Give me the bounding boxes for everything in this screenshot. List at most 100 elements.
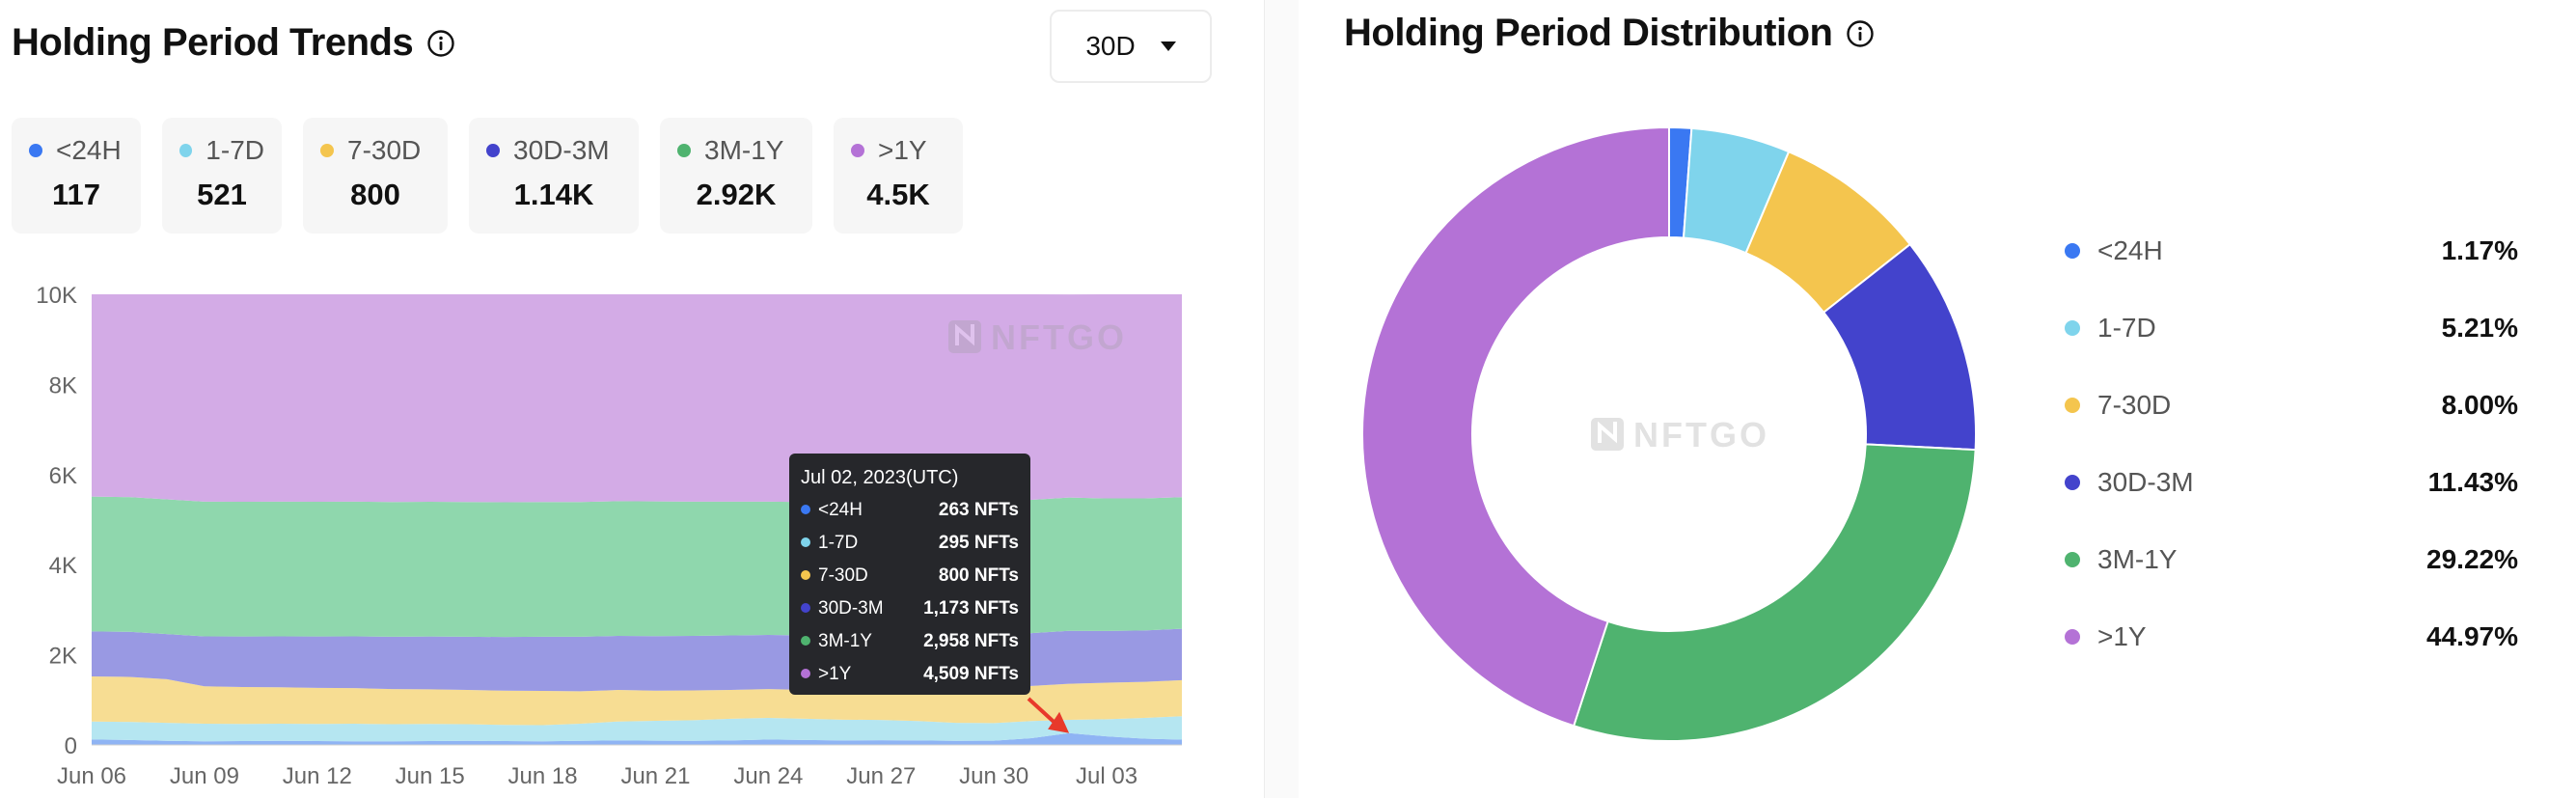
nftgo-watermark: NFTGO [1591,415,1769,454]
legend-item[interactable]: 1-7D 5.21% [2065,289,2518,367]
area-series-7-30D[interactable] [92,676,1182,726]
tooltip-row-label: >1Y [818,664,852,684]
x-tick-label: Jun 06 [57,763,126,789]
holding-period-area-chart[interactable]: 0 2K 4K 6K 8K 10K Jun 06 Jun 09 Jun 12 Jun 15 Jun … [0,261,1254,798]
donut-slice->1Y[interactable] [1361,125,1670,728]
tooltip-row-value: 2,958 NFTs [923,631,1019,651]
legend-label: 30D-3M [2097,467,2194,497]
panel-divider [1264,0,1299,798]
legend-dot-icon [851,144,864,157]
stat-value: 117 [51,178,100,211]
stat-card[interactable]: <24H 117 [12,118,141,234]
stat-label-text: >1Y [878,135,927,165]
legend-item[interactable]: 7-30D 8.00% [2065,367,2518,444]
stat-value: 2.92K [696,178,777,211]
distribution-title-row: Holding Period Distribution [1344,12,1875,55]
legend-dot-icon [2065,552,2080,567]
holding-period-donut-chart[interactable]: NFTGO [1298,96,2031,772]
legend-dot-icon [179,144,193,157]
tooltip-row-value: 4,509 NFTs [923,664,1019,684]
stat-label: 7-30D [320,135,430,166]
stat-card[interactable]: 1-7D 521 [162,118,282,234]
legend-percentage: 44.97% [2426,621,2518,651]
legend-dot-icon [677,144,691,157]
legend-label: 7-30D [2097,390,2172,420]
legend-item[interactable]: 3M-1Y 29.22% [2065,521,2518,598]
stat-label: 1-7D [179,135,264,166]
legend-dot-icon [2065,475,2080,490]
hover-arrow-icon [1027,697,1070,733]
trends-title-row: Holding Period Trends [12,21,455,65]
stat-cards: <24H 117 1-7D 521 7-30D 800 30D-3M 1.14K 3M-1Y 2.… [12,118,984,234]
stat-label-text: 3M-1Y [704,135,784,165]
x-tick-label: Jun 18 [508,763,578,789]
legend-percentage: 11.43% [2427,467,2518,497]
y-tick-label: 0 [65,733,77,759]
tooltip-row-value: 1,173 NFTs [923,598,1019,619]
stat-label-text: 7-30D [347,135,422,165]
stat-label: 30D-3M [486,135,621,166]
stat-label: <24H [29,135,123,166]
legend-item[interactable]: 30D-3M 11.43% [2065,444,2518,521]
tooltip-dot-icon [801,570,810,580]
holding-period-trends-panel: Holding Period Trends 30D <24H 117 1-7D 521… [0,0,1264,798]
nftgo-watermark: NFTGO [948,317,1127,357]
legend-dot-icon [2065,243,2080,259]
stat-card[interactable]: 7-30D 800 [303,118,448,234]
legend-label: >1Y [2097,621,2147,651]
tooltip-dot-icon [801,505,810,514]
donut-legend: <24H 1.17% 1-7D 5.21% 7-30D 8.00% 30D-3M 11.43%… [2065,212,2518,675]
trends-title: Holding Period Trends [12,21,414,64]
stat-card[interactable]: >1Y 4.5K [834,118,963,234]
stat-label-text: <24H [56,135,122,165]
legend-item[interactable]: <24H 1.17% [2065,212,2518,289]
legend-percentage: 5.21% [2441,313,2518,343]
tooltip-dot-icon [801,669,810,678]
legend-dot-icon [2065,629,2080,645]
watermark-text: NFTGO [1633,415,1769,454]
stat-label-text: 1-7D [206,135,264,165]
stat-label: >1Y [851,135,945,166]
tooltip-date: Jul 02, 2023(UTC) [801,467,958,488]
legend-dot-icon [29,144,42,157]
x-tick-label: Jun 24 [733,763,803,789]
stat-card[interactable]: 3M-1Y 2.92K [660,118,812,234]
watermark-text: NFTGO [991,317,1127,357]
x-tick-label: Jun 12 [283,763,352,789]
x-tick-label: Jun 09 [170,763,239,789]
tooltip-dot-icon [801,603,810,613]
area-series->1Y[interactable] [92,294,1182,504]
tooltip-row-label: <24H [818,500,863,520]
nftgo-logo-icon [948,320,981,353]
stat-card[interactable]: 30D-3M 1.14K [469,118,639,234]
tooltip-dot-icon [801,636,810,646]
legend-percentage: 1.17% [2441,235,2518,265]
legend-percentage: 8.00% [2441,390,2518,420]
tooltip-row-label: 30D-3M [818,598,884,619]
tooltip-row-value: 263 NFTs [939,500,1019,520]
legend-percentage: 29.22% [2426,544,2518,574]
info-icon[interactable] [1846,19,1875,48]
area-series-1-7D[interactable] [92,716,1182,742]
stat-value: 1.14K [513,178,594,211]
legend-item[interactable]: >1Y 44.97% [2065,598,2518,675]
y-tick-label: 2K [49,644,77,670]
chart-tooltip: Jul 02, 2023(UTC) <24H 263 NFTs 1-7D 295 NFT… [789,454,1030,695]
y-tick-label: 8K [49,372,77,399]
tooltip-row-label: 1-7D [818,533,858,553]
donut-slice-3M-1Y[interactable] [1572,443,1977,742]
tooltip-row-value: 295 NFTs [939,533,1019,553]
legend-label: <24H [2097,235,2163,265]
tooltip-background [789,454,1030,695]
area-series-<24H[interactable] [92,732,1182,745]
legend-label: 1-7D [2097,313,2156,343]
stat-value: 521 [197,178,247,211]
stat-label: 3M-1Y [677,135,795,166]
time-range-select[interactable]: 30D [1050,10,1212,83]
info-icon[interactable] [426,29,455,58]
stat-label-text: 30D-3M [513,135,610,165]
holding-period-distribution-panel: Holding Period Distribution NFTGO <24H 1.… [1298,0,2576,798]
x-tick-label: Jun 27 [846,763,916,789]
x-tick-label: Jun 15 [396,763,465,789]
x-tick-label: Jun 21 [620,763,690,789]
